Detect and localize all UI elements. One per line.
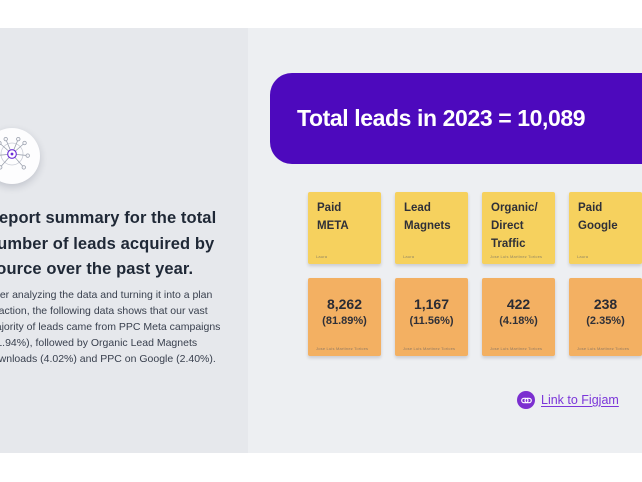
note-percent: (2.35%) [586, 314, 625, 327]
note-author: Laura [403, 254, 415, 259]
sticky-note-organic-direct: Organic/ Direct Traffic Jose Luis Martin… [482, 192, 555, 264]
note-percent: (11.56%) [409, 314, 454, 327]
figjam-link-label[interactable]: Link to Figjam [541, 393, 619, 407]
sticky-note-organic-value: 422 (4.18%) Jose Luis Martinez Torices [482, 278, 555, 356]
note-author: Jose Luis Martinez Torices [490, 254, 543, 259]
sticky-note-meta-value: 8,262 (81.89%) Jose Luis Martinez Torice… [308, 278, 381, 356]
note-value: 1,167 [413, 295, 450, 312]
note-value: 422 [506, 295, 531, 312]
note-author: Jose Luis Martinez Torices [403, 346, 456, 351]
note-percent: (4.18%) [499, 314, 538, 327]
note-percent: (81.89%) [322, 314, 367, 327]
sticky-note-google-value: 238 (2.35%) Jose Luis Martinez Torices [569, 278, 642, 356]
note-author: Jose Luis Martinez Torices [316, 346, 369, 351]
total-leads-banner: Total leads in 2023 = 10,089 [270, 73, 642, 164]
figjam-link[interactable]: Link to Figjam [517, 391, 619, 409]
note-value: 238 [593, 295, 618, 312]
sticky-note-paid-google: Paid Google Laura [569, 192, 642, 264]
summary-heading: Report summary for the total number of l… [0, 209, 217, 279]
sticky-note-lead-magnets: Lead Magnets Laura [395, 192, 468, 264]
logo-badge [0, 128, 40, 184]
sticky-note-paid-meta: Paid META Laura [308, 192, 381, 264]
note-author: Jose Luis Martinez Torices [490, 346, 543, 351]
note-label: Paid META [317, 202, 349, 232]
total-leads-text: Total leads in 2023 = 10,089 [297, 105, 586, 131]
note-author: Laura [577, 254, 589, 259]
sticky-note-magnets-value: 1,167 (11.56%) Jose Luis Martinez Torice… [395, 278, 468, 356]
network-logo-icon [0, 132, 34, 181]
note-label: Paid Google [578, 202, 618, 232]
summary-body: After analyzing the data and turning it … [0, 289, 221, 365]
note-author: Laura [316, 254, 328, 259]
chain-link-icon[interactable] [517, 391, 535, 409]
note-label: Lead Magnets [404, 202, 451, 232]
note-author: Jose Luis Martinez Torices [577, 346, 630, 351]
report-slide: Report summary for the total number of l… [0, 28, 642, 453]
note-label: Organic/ Direct Traffic [491, 202, 538, 250]
sticky-note-board: Paid META Laura Lead Magnets Laura Organ… [308, 192, 642, 356]
note-value: 8,262 [326, 295, 363, 312]
